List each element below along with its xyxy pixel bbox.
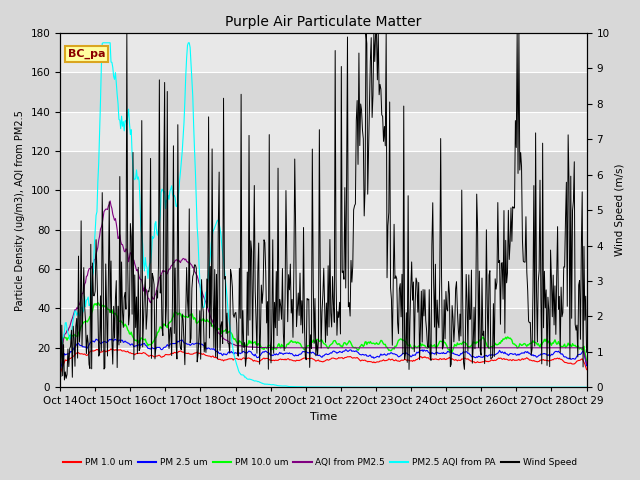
Y-axis label: Wind Speed (m/s): Wind Speed (m/s) — [615, 164, 625, 256]
Title: Purple Air Particulate Matter: Purple Air Particulate Matter — [225, 15, 422, 29]
X-axis label: Time: Time — [310, 412, 337, 422]
Y-axis label: Particle Density (ug/m3), AQI from PM2.5: Particle Density (ug/m3), AQI from PM2.5 — [15, 109, 25, 311]
Text: BC_pa: BC_pa — [68, 49, 106, 59]
Bar — [60, 151, 587, 191]
Bar — [60, 309, 587, 348]
Legend: PM 1.0 um, PM 2.5 um, PM 10.0 um, AQI from PM2.5, PM2.5 AQI from PA, Wind Speed: PM 1.0 um, PM 2.5 um, PM 10.0 um, AQI fr… — [60, 455, 580, 471]
Bar — [60, 72, 587, 112]
Bar — [60, 230, 587, 269]
